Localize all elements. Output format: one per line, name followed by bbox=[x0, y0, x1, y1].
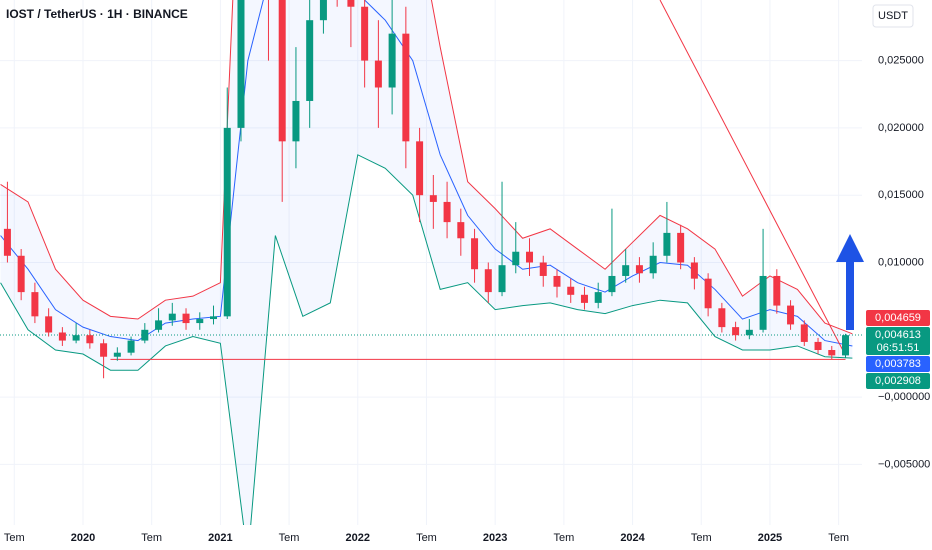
candle-body bbox=[539, 262, 547, 276]
price-tag-label: 0,004613 bbox=[875, 329, 921, 341]
candle-body bbox=[745, 329, 753, 336]
grid bbox=[0, 0, 862, 525]
candle-body bbox=[388, 33, 396, 88]
candle-body bbox=[237, 0, 245, 128]
candle-body bbox=[86, 335, 94, 344]
price-tag-label: 0,003783 bbox=[875, 358, 921, 370]
x-tick-label: Tem bbox=[416, 532, 437, 544]
candle-body bbox=[759, 275, 767, 330]
candle-body bbox=[319, 0, 327, 21]
candle-body bbox=[168, 313, 176, 321]
candle-body bbox=[182, 313, 190, 324]
candle-body bbox=[374, 60, 382, 88]
axes: 0,025000 0,020000 0,015000 0,010000 −0,00000… bbox=[4, 54, 930, 543]
candle-body bbox=[718, 308, 726, 328]
candle-body bbox=[58, 332, 66, 341]
candle-body bbox=[457, 222, 465, 239]
currency-button[interactable] bbox=[872, 4, 914, 28]
x-tick-label: 2025 bbox=[758, 532, 782, 544]
candle-body bbox=[828, 350, 836, 356]
x-tick-label: 2024 bbox=[620, 532, 645, 544]
candle-body bbox=[663, 232, 671, 256]
candle-body bbox=[594, 292, 602, 303]
x-tick-label: 2022 bbox=[346, 532, 370, 544]
candle-body bbox=[800, 324, 808, 342]
candle-body bbox=[141, 329, 149, 341]
candle-body bbox=[704, 278, 712, 309]
candle-body bbox=[471, 238, 479, 270]
candle-body bbox=[498, 265, 506, 293]
candle-body bbox=[787, 305, 795, 325]
y-tick-label: −0,000000 bbox=[878, 391, 930, 403]
x-tick-label: 2020 bbox=[71, 532, 95, 544]
x-tick-label: 2021 bbox=[208, 532, 232, 544]
x-tick-label: Tem bbox=[691, 532, 712, 544]
candle-body bbox=[649, 255, 657, 274]
y-tick-label: 0,025000 bbox=[878, 54, 924, 66]
candle-body bbox=[402, 33, 410, 142]
price-tag bbox=[866, 310, 930, 327]
drawn-line bbox=[659, 0, 846, 356]
x-tick-label: Tem bbox=[141, 532, 162, 544]
candle-body bbox=[223, 127, 231, 317]
y-tick-label: 0,020000 bbox=[878, 122, 924, 134]
candle-body bbox=[210, 316, 218, 320]
candle-body bbox=[567, 286, 575, 295]
candle-body bbox=[526, 251, 534, 263]
candle-body bbox=[429, 195, 437, 202]
candle-body bbox=[45, 316, 53, 333]
band-upper bbox=[0, 0, 853, 335]
x-tick-label: Tem bbox=[4, 532, 25, 544]
candle-body bbox=[443, 201, 451, 223]
candle-body bbox=[361, 6, 369, 61]
candle-body bbox=[842, 335, 850, 356]
band-lower bbox=[0, 154, 853, 525]
candle-body bbox=[773, 275, 781, 306]
candle-body bbox=[306, 20, 314, 101]
x-tick-label: 2023 bbox=[483, 532, 507, 544]
candle-body bbox=[553, 275, 561, 287]
chart-title: IOST / TetherUS · 1H · BINANCE bbox=[6, 7, 188, 21]
candle-body bbox=[278, 0, 286, 142]
candle-body bbox=[484, 269, 492, 293]
candle-body bbox=[580, 294, 588, 303]
candle-body bbox=[512, 251, 520, 266]
candle-body bbox=[635, 265, 643, 274]
candle-body bbox=[416, 141, 424, 196]
price-tag-label: 0,004659 bbox=[875, 312, 921, 324]
price-tag-label: 0,002908 bbox=[875, 375, 921, 387]
candle-body bbox=[127, 340, 135, 353]
y-tick-label: −0,005000 bbox=[878, 458, 930, 470]
candle-body bbox=[732, 327, 740, 336]
currency-label[interactable]: USDT bbox=[878, 10, 908, 22]
arrow-annotation bbox=[836, 234, 864, 330]
x-tick-label: Tem bbox=[828, 532, 849, 544]
candle-body bbox=[100, 343, 108, 357]
candle-body bbox=[31, 292, 39, 317]
candle-body bbox=[113, 352, 121, 357]
candle-body bbox=[690, 262, 698, 279]
price-tag bbox=[866, 356, 930, 373]
candle-body bbox=[196, 319, 204, 324]
x-tick-label: Tem bbox=[553, 532, 574, 544]
x-tick-label: Tem bbox=[279, 532, 300, 544]
price-tag bbox=[866, 373, 930, 390]
candle-body bbox=[347, 0, 355, 7]
candle-body bbox=[622, 265, 630, 276]
candle-body bbox=[17, 255, 25, 293]
price-tag-countdown: 06:51:51 bbox=[877, 342, 920, 354]
candle-body bbox=[814, 341, 822, 350]
plot-area bbox=[0, 0, 862, 525]
candle-body bbox=[3, 228, 11, 256]
candle-body bbox=[608, 275, 616, 293]
candle-body bbox=[72, 335, 80, 341]
y-tick-label: 0,015000 bbox=[878, 189, 924, 201]
y-tick-label: 0,010000 bbox=[878, 256, 924, 268]
price-tag bbox=[866, 327, 930, 356]
candle-body bbox=[292, 100, 300, 142]
candle-body bbox=[155, 320, 163, 330]
candle-body bbox=[677, 232, 685, 263]
